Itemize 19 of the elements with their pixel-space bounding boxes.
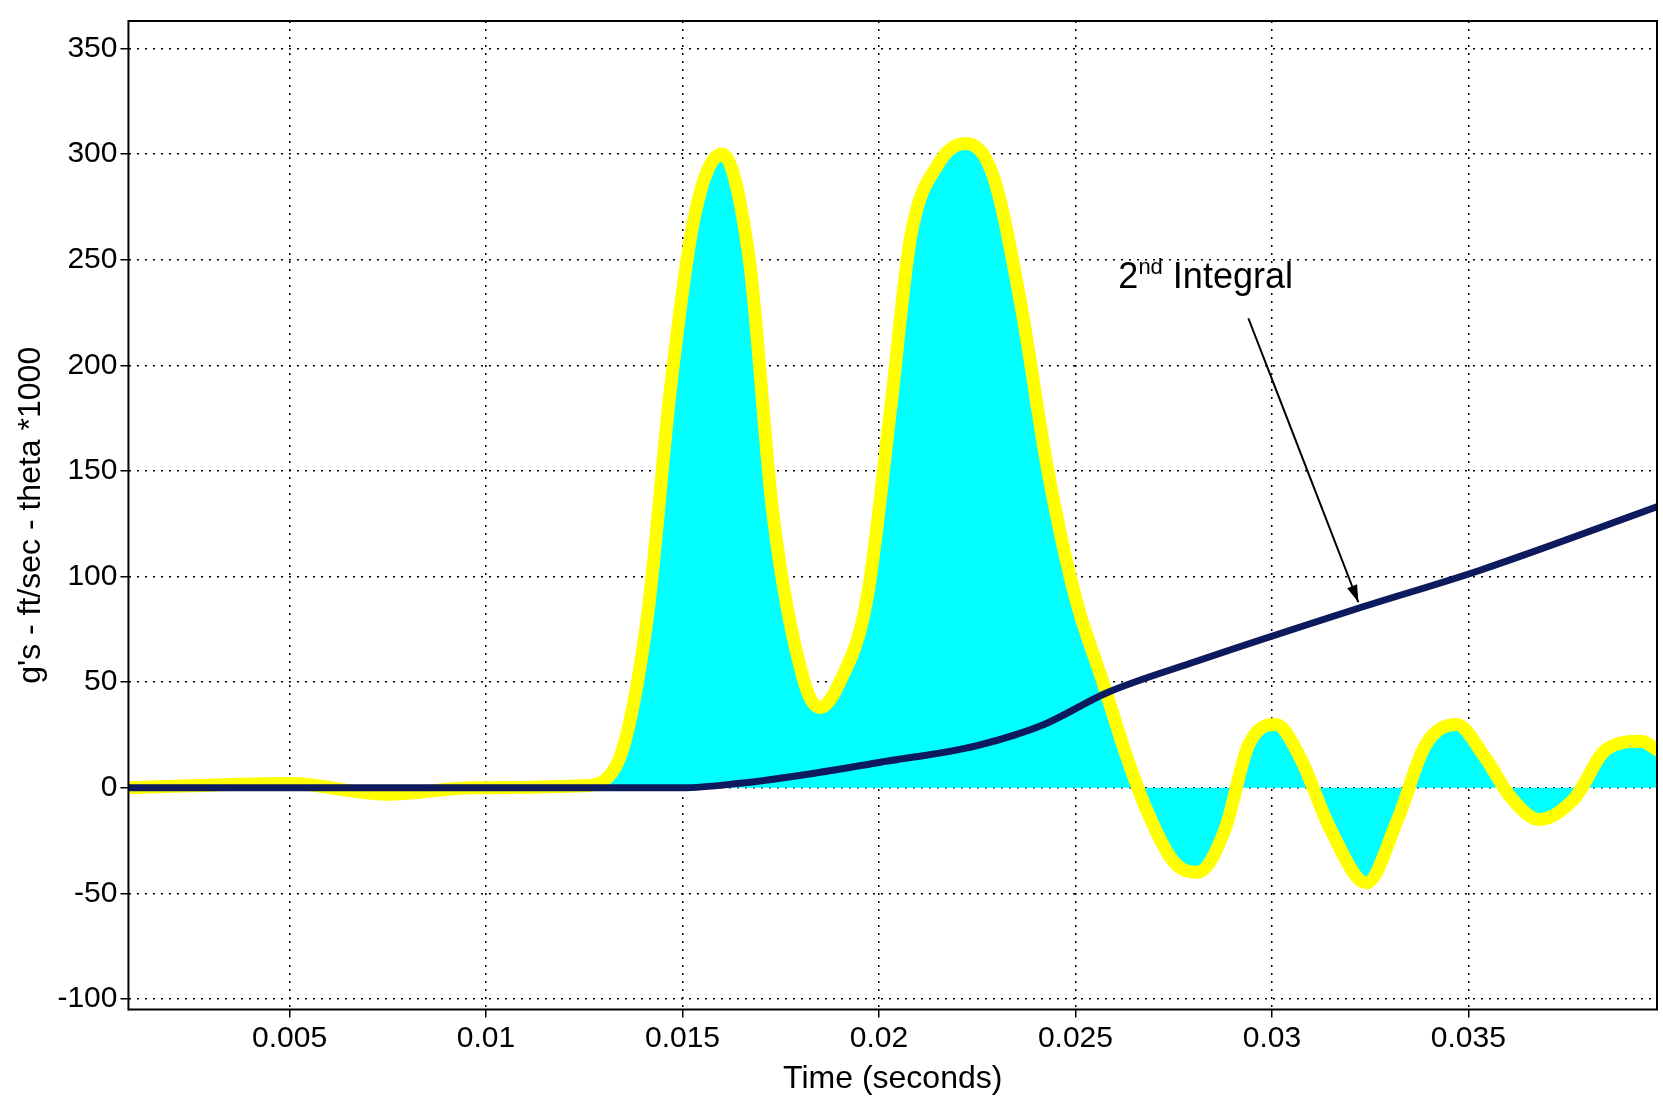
y-tick-label: 100 bbox=[67, 557, 118, 591]
y-tick-label: 250 bbox=[67, 240, 118, 274]
x-tick-label: 0.005 bbox=[252, 1019, 328, 1053]
x-tick-label: 0.015 bbox=[644, 1019, 721, 1053]
y-tick-label: 0 bbox=[100, 769, 118, 803]
y-axis-title: g's - ft/sec - theta *1000 bbox=[11, 346, 48, 684]
y-tick-label: 350 bbox=[67, 29, 118, 63]
x-tick-label: 0.01 bbox=[456, 1019, 516, 1053]
x-axis-title: Time (seconds) bbox=[783, 1058, 1003, 1095]
x-tick-label: 0.03 bbox=[1242, 1019, 1302, 1053]
x-tick-label: 0.025 bbox=[1037, 1019, 1113, 1053]
x-tick-label: 0.02 bbox=[849, 1019, 909, 1053]
y-tick-label: -50 bbox=[74, 874, 118, 908]
y-tick-label: -100 bbox=[57, 980, 118, 1014]
y-tick-label: 200 bbox=[67, 346, 118, 380]
y-tick-label: 50 bbox=[84, 663, 118, 697]
x-tick-label: 0.035 bbox=[1430, 1019, 1506, 1053]
y-tick-label: 300 bbox=[67, 135, 118, 169]
y-tick-label: 150 bbox=[67, 452, 118, 486]
